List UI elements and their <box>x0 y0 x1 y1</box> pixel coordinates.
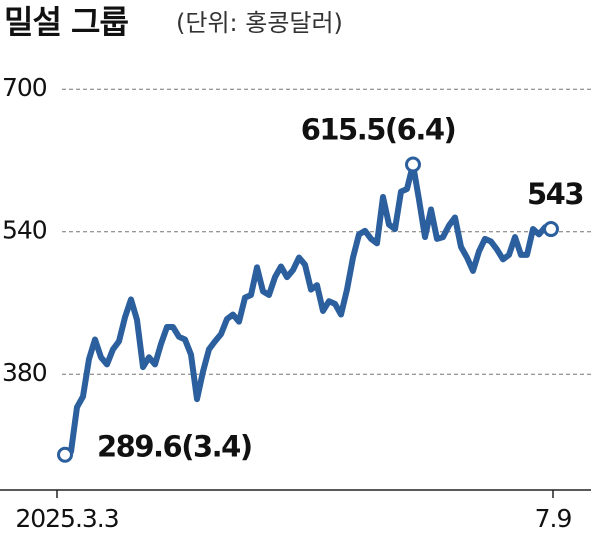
y-tick-label: 540 <box>2 216 47 245</box>
x-tick-label: 7.9 <box>535 504 572 533</box>
chart-title: 밀설 그룹 <box>4 3 128 41</box>
point-marker <box>57 446 73 463</box>
point-marker <box>543 221 559 238</box>
data-label: 615.5(6.4) <box>301 112 456 146</box>
y-tick-label: 380 <box>2 358 47 387</box>
point-marker <box>405 156 421 173</box>
chart-subtitle: (단위: 홍콩달러) <box>176 9 343 37</box>
line <box>62 161 554 458</box>
x-tick-label: 2025.3.3 <box>15 504 118 533</box>
data-label: 289.6(3.4) <box>97 430 252 464</box>
data-label: 543 <box>527 177 583 211</box>
y-tick-label: 700 <box>2 73 47 102</box>
